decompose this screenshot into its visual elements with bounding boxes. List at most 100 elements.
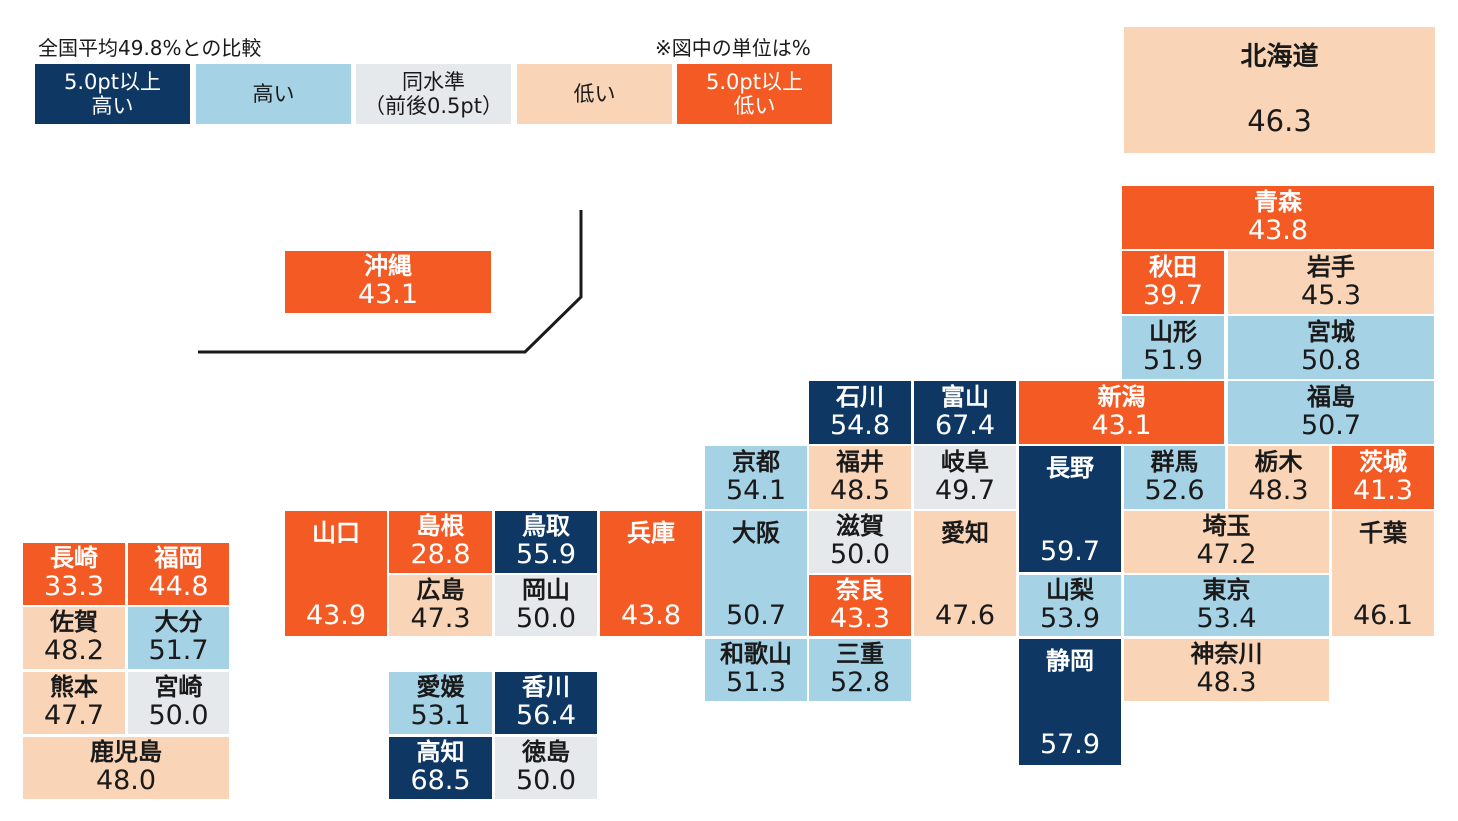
pref-name: 宮城 [1307, 317, 1355, 346]
pref-value: 68.5 [410, 765, 471, 797]
pref-kanagawa[interactable]: 神奈川 48.3 [1124, 639, 1329, 701]
pref-tochigi[interactable]: 栃木 48.3 [1228, 446, 1329, 509]
pref-name: 埼玉 [1202, 512, 1251, 541]
pref-name: 山梨 [1046, 575, 1094, 604]
pref-mie[interactable]: 三重 52.8 [809, 639, 911, 701]
pref-name: 長野 [1046, 454, 1094, 482]
pref-value: 56.4 [515, 700, 577, 732]
pref-tottori[interactable]: 鳥取 55.9 [495, 511, 597, 573]
pref-nara[interactable]: 奈良 43.3 [809, 575, 911, 636]
pref-value: 39.7 [1142, 279, 1204, 311]
pref-name: 静岡 [1046, 647, 1094, 675]
pref-shiga[interactable]: 滋賀 50.0 [809, 511, 911, 573]
pref-value: 55.9 [515, 539, 577, 571]
pref-name: 三重 [836, 640, 884, 669]
pref-saitama[interactable]: 埼玉 47.2 [1124, 511, 1329, 573]
pref-name: 愛媛 [416, 673, 465, 702]
pref-value: 46.1 [1352, 599, 1414, 631]
pref-value: 48.5 [829, 474, 891, 506]
pref-kumamoto[interactable]: 熊本 47.7 [23, 672, 125, 734]
pref-tokyo[interactable]: 東京 53.4 [1124, 575, 1329, 636]
pref-name: 広島 [416, 575, 465, 604]
pref-value: 51.3 [725, 667, 787, 699]
pref-name: 和歌山 [720, 640, 792, 669]
pref-fukuoka[interactable]: 福岡 44.8 [128, 543, 229, 605]
pref-name: 茨城 [1359, 447, 1407, 476]
pref-gunma[interactable]: 群馬 52.6 [1124, 446, 1225, 509]
pref-yamaguchi[interactable]: 山口 43.9 [285, 511, 387, 636]
pref-name: 岡山 [522, 575, 570, 604]
pref-name: 富山 [941, 382, 989, 411]
pref-value: 28.8 [410, 539, 471, 571]
pref-name: 大阪 [732, 519, 780, 547]
pref-value: 43.8 [1247, 214, 1309, 246]
pref-nagano[interactable]: 長野 59.7 [1019, 446, 1121, 572]
pref-shizuoka[interactable]: 静岡 57.9 [1019, 639, 1121, 765]
pref-value: 52.8 [829, 667, 891, 699]
pref-oita[interactable]: 大分 51.7 [128, 607, 229, 669]
pref-miyagi[interactable]: 宮城 50.8 [1228, 316, 1434, 379]
pref-hokkaido[interactable]: 北海道 46.3 [1124, 27, 1435, 153]
pref-fukui[interactable]: 福井 48.5 [809, 446, 911, 509]
pref-value: 50.7 [725, 599, 787, 631]
pref-name: 徳島 [522, 738, 570, 767]
pref-name: 滋賀 [836, 512, 884, 541]
pref-kochi[interactable]: 高知 68.5 [389, 737, 492, 799]
pref-akita[interactable]: 秋田 39.7 [1122, 251, 1224, 314]
pref-yamanashi[interactable]: 山梨 53.9 [1019, 575, 1121, 636]
pref-name: 福井 [836, 447, 884, 476]
pref-value: 43.3 [829, 602, 891, 634]
pref-iwate[interactable]: 岩手 45.3 [1228, 251, 1434, 314]
pref-name: 山口 [312, 519, 360, 547]
pref-name: 石川 [836, 382, 884, 411]
pref-value: 48.3 [1248, 474, 1309, 506]
pref-name: 岐阜 [941, 447, 989, 476]
pref-name: 熊本 [50, 673, 98, 702]
pref-value: 33.3 [43, 571, 105, 603]
pref-nagasaki[interactable]: 長崎 33.3 [23, 543, 125, 605]
pref-kagoshima[interactable]: 鹿児島 48.0 [23, 737, 229, 799]
pref-value: 47.2 [1196, 539, 1257, 571]
pref-value: 48.0 [95, 765, 157, 797]
pref-miyazaki[interactable]: 宮崎 50.0 [128, 672, 229, 734]
pref-wakayama[interactable]: 和歌山 51.3 [705, 639, 807, 701]
pref-kagawa[interactable]: 香川 56.4 [495, 672, 597, 734]
pref-value: 53.4 [1196, 602, 1257, 634]
pref-value: 52.6 [1144, 474, 1205, 506]
pref-name: 愛知 [941, 519, 989, 547]
pref-aichi[interactable]: 愛知 47.6 [914, 511, 1016, 636]
pref-niigata[interactable]: 新潟 43.1 [1019, 381, 1224, 444]
pref-ehime[interactable]: 愛媛 53.1 [389, 672, 492, 734]
pref-ishikawa[interactable]: 石川 54.8 [809, 381, 911, 444]
pref-shimane[interactable]: 島根 28.8 [389, 511, 492, 573]
pref-name: 沖縄 [364, 252, 412, 281]
pref-toyama[interactable]: 富山 67.4 [914, 381, 1016, 444]
pref-osaka[interactable]: 大阪 50.7 [705, 511, 807, 636]
pref-kyoto[interactable]: 京都 54.1 [705, 446, 807, 509]
pref-okinawa[interactable]: 沖縄 43.1 [285, 251, 491, 313]
legend-title: 全国平均49.8%との比較 [38, 36, 262, 60]
pref-name: 東京 [1202, 575, 1251, 604]
pref-name: 香川 [522, 673, 570, 702]
pref-value: 53.1 [410, 700, 471, 732]
pref-hiroshima[interactable]: 広島 47.3 [389, 575, 492, 636]
pref-okayama[interactable]: 岡山 50.0 [495, 575, 597, 636]
pref-value: 46.3 [1247, 103, 1312, 138]
pref-ibaraki[interactable]: 茨城 41.3 [1332, 446, 1434, 509]
pref-hyogo[interactable]: 兵庫 43.8 [600, 511, 702, 636]
pref-name: 栃木 [1254, 447, 1303, 476]
pref-chiba[interactable]: 千葉 46.1 [1332, 511, 1434, 636]
pref-name: 秋田 [1149, 252, 1197, 281]
pref-saga[interactable]: 佐賀 48.2 [23, 607, 125, 669]
pref-yamagata[interactable]: 山形 51.9 [1122, 316, 1224, 379]
pref-value: 50.0 [515, 765, 577, 797]
pref-value: 43.9 [305, 599, 367, 631]
pref-name: 奈良 [836, 575, 884, 604]
pref-aomori[interactable]: 青森 43.8 [1122, 186, 1434, 249]
pref-tokushima[interactable]: 徳島 50.0 [495, 737, 597, 799]
pref-name: 神奈川 [1190, 640, 1263, 669]
pref-fukushima[interactable]: 福島 50.7 [1228, 381, 1434, 444]
pref-gifu[interactable]: 岐阜 49.7 [914, 446, 1016, 509]
pref-name: 福島 [1307, 382, 1355, 411]
